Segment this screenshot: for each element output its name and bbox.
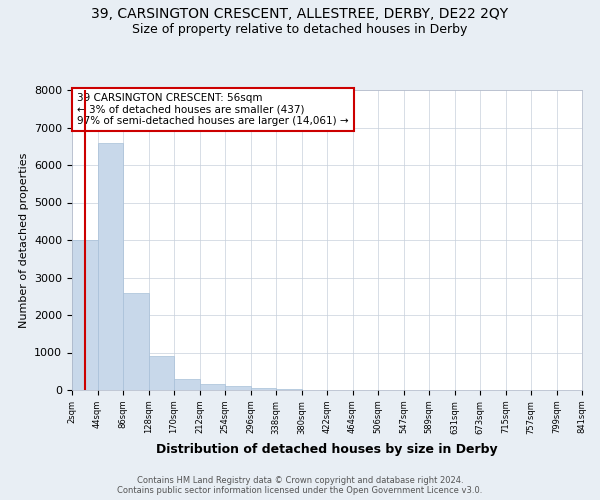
- Bar: [123, 292, 149, 390]
- Bar: [174, 379, 199, 390]
- Text: 39, CARSINGTON CRESCENT, ALLESTREE, DERBY, DE22 2QY: 39, CARSINGTON CRESCENT, ALLESTREE, DERB…: [91, 8, 509, 22]
- Bar: [251, 388, 276, 390]
- Text: Contains HM Land Registry data © Crown copyright and database right 2024.
Contai: Contains HM Land Registry data © Crown c…: [118, 476, 482, 495]
- Text: 39 CARSINGTON CRESCENT: 56sqm
← 3% of detached houses are smaller (437)
97% of s: 39 CARSINGTON CRESCENT: 56sqm ← 3% of de…: [77, 93, 349, 126]
- Bar: [97, 142, 123, 390]
- Bar: [149, 356, 174, 390]
- Bar: [199, 384, 225, 390]
- Text: Distribution of detached houses by size in Derby: Distribution of detached houses by size …: [156, 442, 498, 456]
- Text: Size of property relative to detached houses in Derby: Size of property relative to detached ho…: [133, 22, 467, 36]
- Bar: [276, 389, 302, 390]
- Bar: [225, 386, 251, 390]
- Y-axis label: Number of detached properties: Number of detached properties: [19, 152, 29, 328]
- Bar: [72, 240, 97, 390]
